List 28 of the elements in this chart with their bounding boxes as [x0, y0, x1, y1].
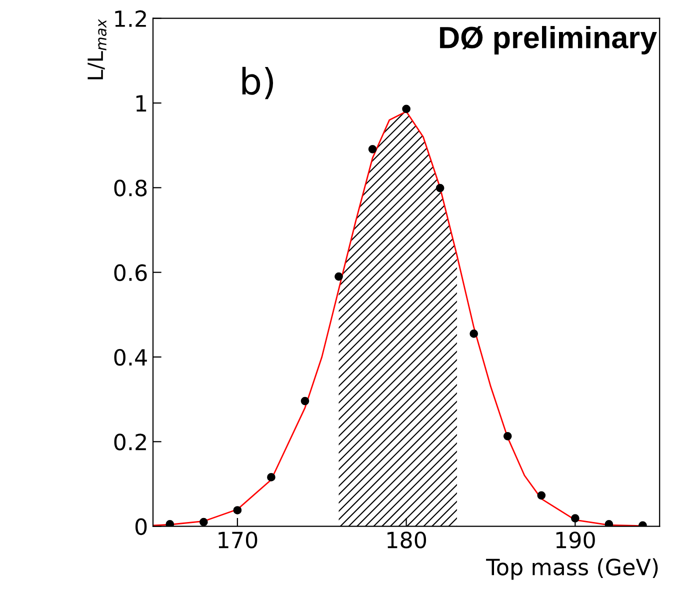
point [571, 514, 580, 522]
point [604, 520, 614, 526]
point [233, 506, 242, 514]
y-tick-label: 1.2 [115, 10, 146, 27]
annotation: b) [242, 66, 274, 100]
x-tick-label: 190 [556, 532, 595, 548]
point [470, 330, 478, 338]
point [503, 432, 512, 440]
point [436, 184, 444, 192]
y-tick-label: 0.4 [114, 348, 147, 366]
point [537, 491, 546, 500]
x-tick-label: 180 [388, 532, 426, 548]
y-axis-title: L/L$_{max}$ [88, 18, 107, 80]
x-axis-title: Top mass (GeV) [486, 558, 658, 580]
point [368, 144, 377, 154]
annotation: DØ preliminary [440, 26, 657, 54]
x-tick-label: 170 [218, 532, 258, 548]
y-tick-label: 0.8 [114, 180, 147, 196]
y-tick-label: 1 [136, 95, 146, 112]
point [334, 272, 343, 281]
y-tick-label: 0.6 [114, 264, 147, 282]
y-tick-label: 0.2 [114, 434, 146, 450]
y-tick-label: 0 [135, 518, 147, 536]
point [199, 518, 208, 526]
point [300, 396, 310, 406]
point [166, 520, 174, 526]
point [267, 473, 276, 482]
point [402, 104, 410, 114]
